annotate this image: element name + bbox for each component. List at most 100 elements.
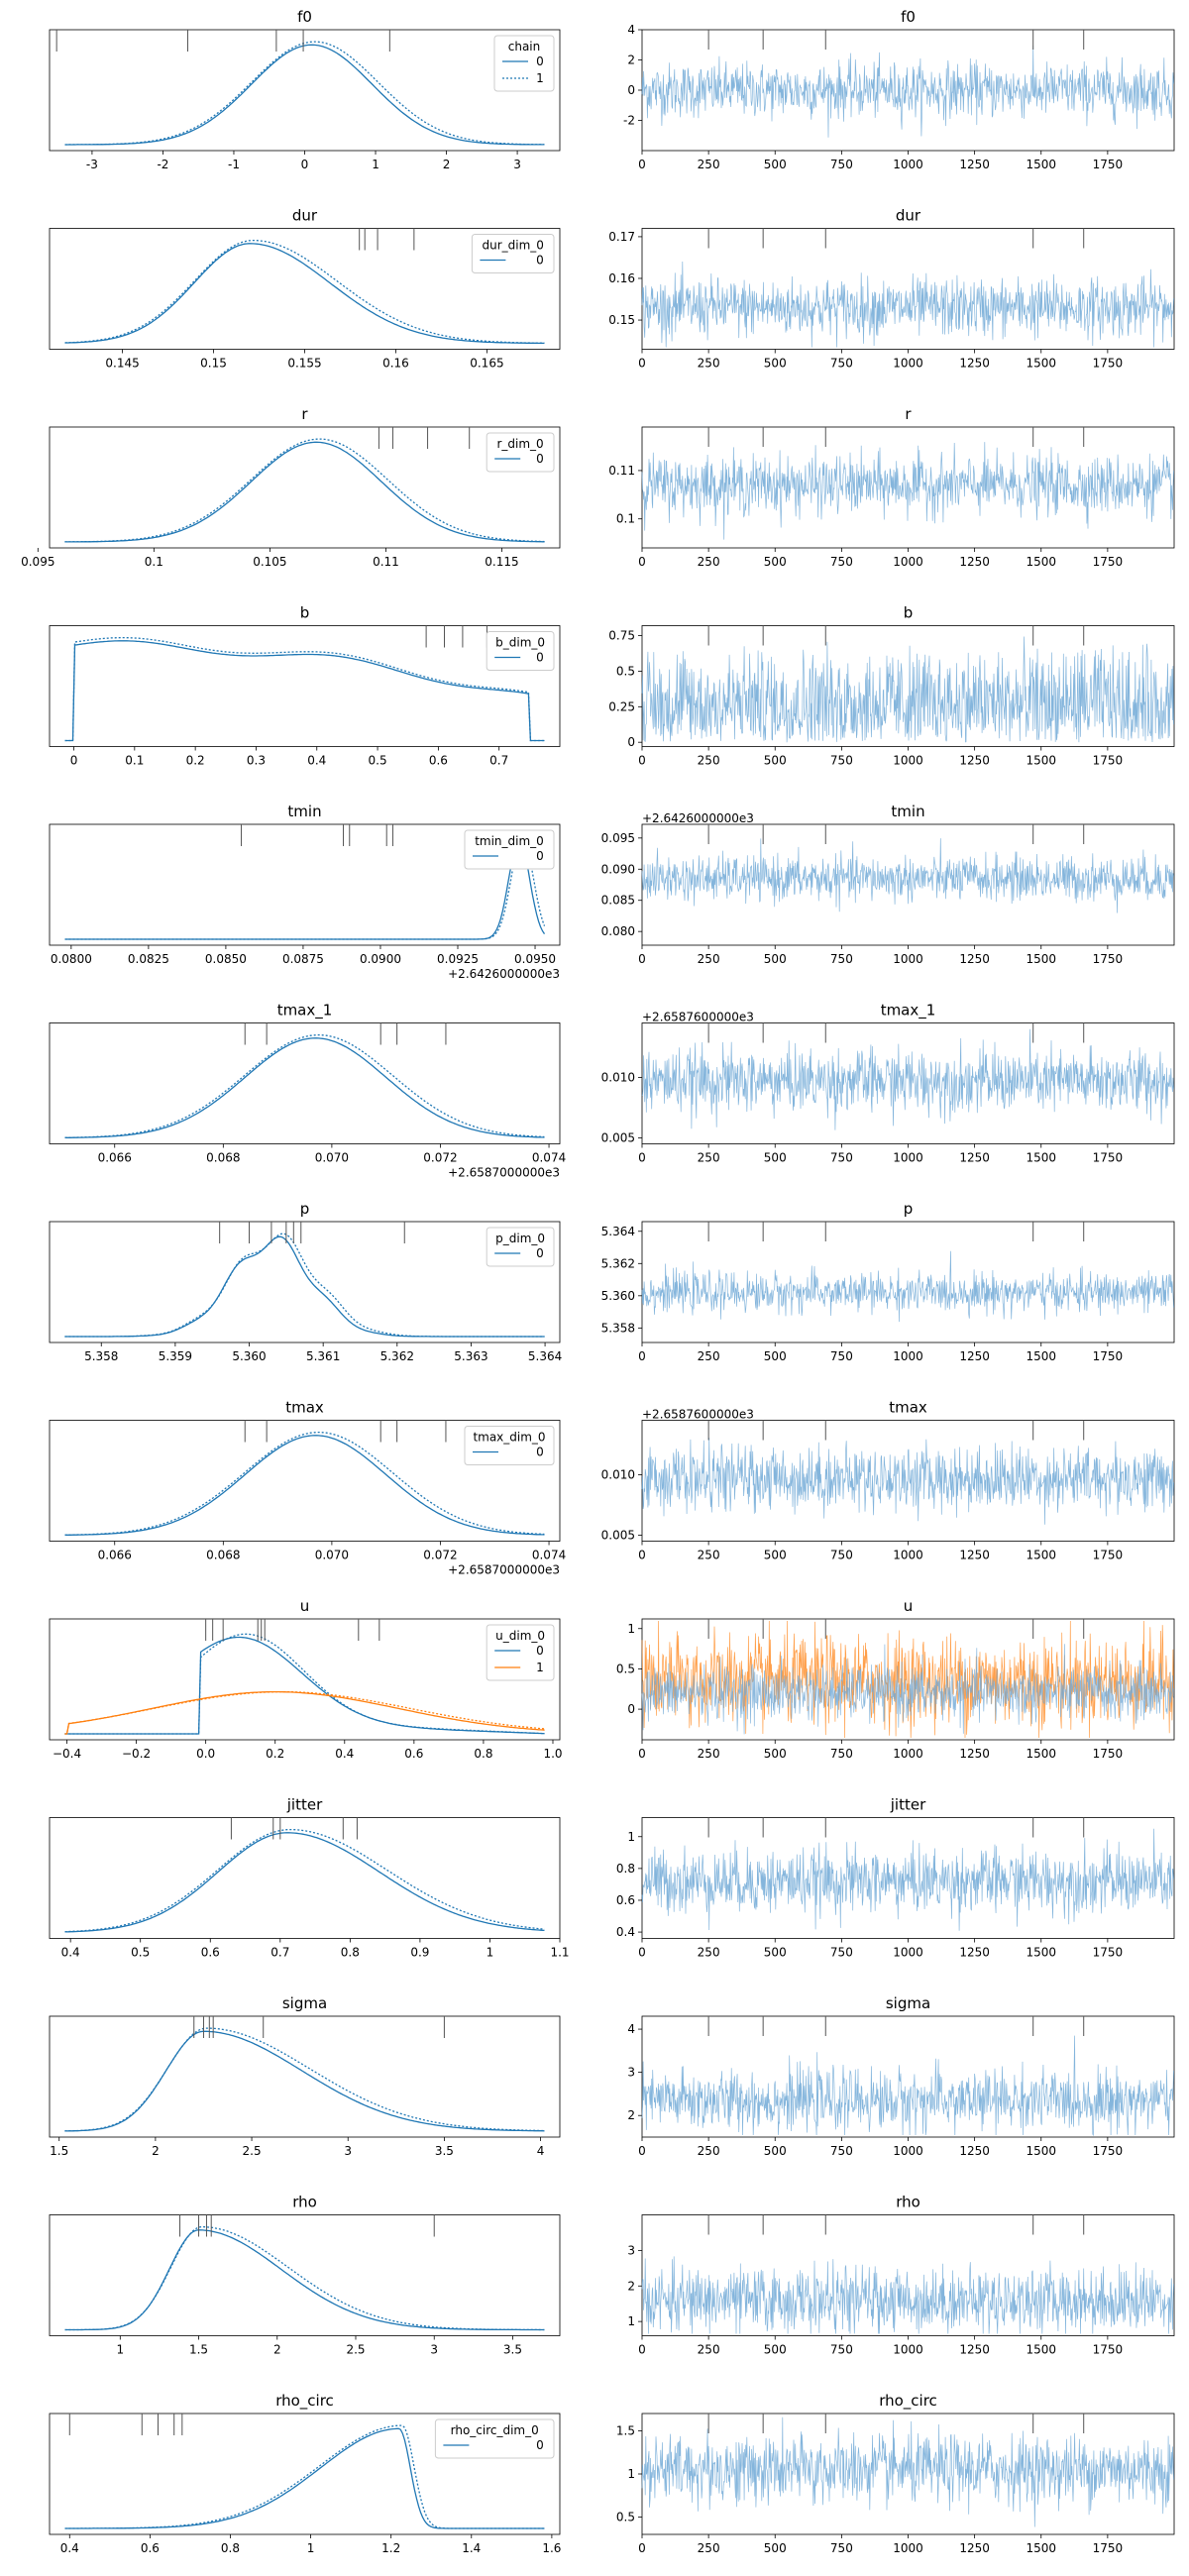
x-tick-label: 0.165	[470, 357, 503, 371]
legend-entry: 0	[536, 1246, 544, 1260]
x-tick-label: 750	[830, 1151, 853, 1165]
x-tick-label: 250	[698, 1549, 720, 1562]
subplot-tmin-density: tmin 0.0800 0.0825 0.0850 0.0875 0.0900 0.0925…	[49, 803, 561, 981]
subplot-sigma-density: sigma 1.5 2 2.5 3 3.5 4	[49, 1994, 561, 2158]
subplot-title: rho	[292, 2194, 317, 2211]
x-tick-label: 1750	[1093, 1349, 1124, 1363]
subplot-rho-trace: rho 0 250 500 750 1000 1250 1500 1750 1 2 3	[627, 2194, 1175, 2357]
subplot-r-trace: r 0 250 500 750 1000 1250 1500 1750 0.1 0.11	[608, 405, 1175, 569]
y-tick-label: 0.17	[608, 230, 635, 244]
density-curve-0	[64, 1636, 545, 1735]
subplot-title: b	[300, 604, 310, 622]
y-tick-label: 3	[627, 2066, 635, 2080]
x-tick-label: 0	[638, 754, 646, 768]
x-tick-label: 0.070	[315, 1151, 349, 1165]
subplot-title: rho_circ	[275, 2392, 334, 2411]
axes-frame	[641, 228, 1175, 350]
density-curve-1	[64, 1033, 545, 1138]
x-tick-label: 0.1	[145, 555, 163, 569]
y-tick-label: 0.16	[608, 271, 635, 285]
legend-title: b_dim_0	[495, 636, 545, 650]
y-tick-label: 0.5	[616, 2511, 635, 2524]
x-tick-label: 1250	[959, 754, 990, 768]
legend-entry: 0	[536, 1644, 544, 1658]
density-curve-0	[64, 1435, 545, 1536]
x-tick-label: 1500	[1026, 1349, 1056, 1363]
subplot-sigma-trace: sigma 0 250 500 750 1000 1250 1500 1750 2 3 4	[627, 1994, 1175, 2158]
x-offset-label: +2.6587000000e3	[448, 1166, 560, 1180]
x-tick-label: 1000	[893, 555, 923, 569]
x-tick-label: 0.0800	[51, 952, 92, 966]
density-curve-1	[64, 1828, 545, 1933]
x-tick-label: 0.0950	[514, 952, 556, 966]
legend-box	[486, 631, 555, 671]
y-offset-label: +2.6587600000e3	[642, 1011, 754, 1024]
axes-frame	[49, 2413, 561, 2535]
y-tick-label: 2	[627, 2279, 635, 2293]
x-tick-label: 0.11	[373, 555, 399, 569]
x-tick-label: 3	[513, 158, 521, 171]
x-tick-label: 500	[764, 1151, 787, 1165]
x-tick-label: 750	[830, 1549, 853, 1562]
x-tick-label: 0	[638, 1946, 646, 1960]
x-tick-label: -1	[228, 158, 240, 171]
x-tick-label: 0.068	[206, 1549, 240, 1562]
x-tick-label: 1750	[1093, 1151, 1124, 1165]
subplot-u-density: u −0.4 −0.2 0.0 0.2 0.4 0.6 0.8 1.0 u_dim_00 1	[49, 1597, 563, 1761]
density-curve-1-b	[64, 1690, 545, 1735]
subplot-title: tmax	[889, 1399, 927, 1417]
x-tick-label: 0.6	[201, 1946, 220, 1960]
y-tick-label: 3	[627, 2243, 635, 2257]
density-curve-0	[64, 1832, 545, 1933]
x-tick-label: 1000	[893, 2343, 923, 2357]
x-tick-label: 0	[638, 2343, 646, 2357]
x-tick-label: 500	[764, 2343, 787, 2357]
density-curve-1	[64, 835, 546, 940]
y-tick-label: 0	[627, 1702, 635, 1716]
subplot-title: rho_circ	[879, 2392, 937, 2411]
subplot-tmin-trace: tmin 0 250 500 750 1000 1250 1500 1750 0.080 0.085…	[601, 803, 1175, 966]
x-tick-label: 0.2	[186, 754, 205, 768]
x-tick-label: 0.145	[105, 357, 139, 371]
subplot-p-density: p 5.358 5.359 5.360 5.361 5.362 5.363 5.364 p_di…	[49, 1200, 562, 1363]
legend-entry: 0	[536, 452, 544, 466]
x-tick-label: 0.9	[410, 1946, 429, 1960]
y-tick-label: 1	[627, 1830, 635, 1844]
axes-frame	[49, 1618, 561, 1741]
y-tick-label: 0.75	[608, 629, 635, 643]
x-tick-label: 1500	[1026, 2144, 1056, 2158]
trace-line-0	[641, 1438, 1174, 1525]
x-tick-label: 250	[698, 555, 720, 569]
subplot-title: f0	[901, 8, 916, 26]
trace-line-0	[641, 838, 1174, 913]
x-tick-label: 1500	[1026, 1151, 1056, 1165]
x-tick-label: 0.1	[125, 754, 144, 768]
x-tick-label: 250	[698, 357, 720, 371]
x-tick-label: 0.6	[429, 754, 448, 768]
legend: r_dim_00	[486, 432, 555, 473]
x-tick-label: 0	[638, 1349, 646, 1363]
trace-line-0	[641, 636, 1174, 743]
x-tick-label: 1750	[1093, 2144, 1124, 2158]
x-tick-label: 1000	[893, 2144, 923, 2158]
subplot-tmax_1-density: tmax_1 0.066 0.068 0.070 0.072 0.074+2.658700…	[49, 1002, 566, 1180]
x-tick-label: 1000	[893, 1747, 923, 1761]
axes-frame	[641, 1221, 1175, 1343]
subplot-rho_circ-trace: rho_circ 0 250 500 750 1000 1250 1500 1750 0.5 1 1.…	[616, 2392, 1175, 2555]
x-tick-label: 1	[116, 2343, 124, 2357]
legend-box	[493, 35, 555, 92]
x-tick-label: 1750	[1093, 1549, 1124, 1562]
subplot-title: u	[300, 1597, 310, 1615]
legend: u_dim_00 1	[486, 1624, 555, 1681]
x-offset-label: +2.6426000000e3	[448, 967, 560, 981]
legend-title: r_dim_0	[496, 437, 543, 451]
x-tick-label: −0.4	[53, 1747, 81, 1761]
legend-box	[464, 829, 555, 870]
x-tick-label: 0	[638, 555, 646, 569]
x-tick-label: 0.5	[369, 754, 387, 768]
density-curve-1	[64, 41, 545, 146]
y-tick-label: 4	[627, 23, 635, 37]
x-tick-label: 1000	[893, 357, 923, 371]
x-tick-label: 0.0825	[128, 952, 169, 966]
x-tick-label: 5.362	[380, 1349, 414, 1363]
